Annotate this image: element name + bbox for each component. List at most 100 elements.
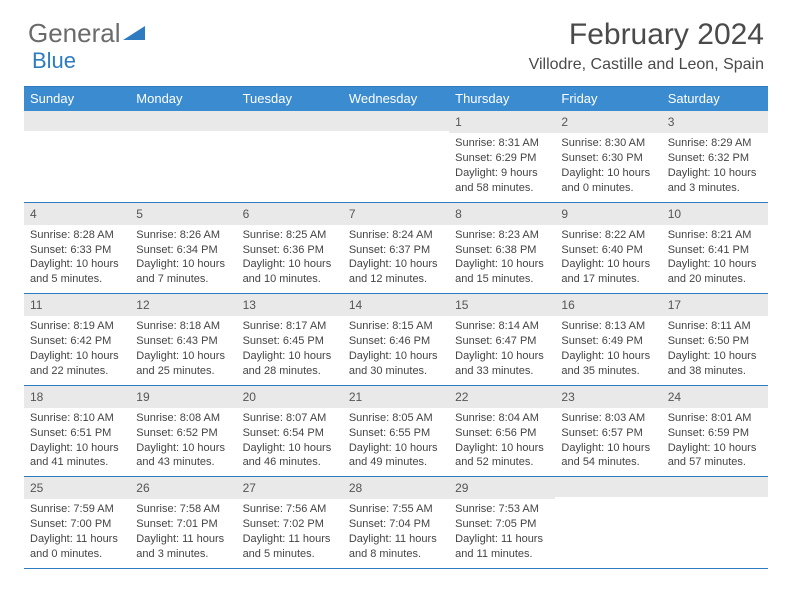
daylight-line: Daylight: 10 hours and 17 minutes. — [561, 257, 655, 287]
sunrise-line: Sunrise: 8:01 AM — [668, 411, 762, 426]
sunset-line: Sunset: 6:32 PM — [668, 151, 762, 166]
daylight-line: Daylight: 11 hours and 11 minutes. — [455, 532, 549, 562]
sunset-line: Sunset: 6:36 PM — [243, 243, 337, 258]
dow-fri: Friday — [555, 87, 661, 111]
day-body: Sunrise: 8:29 AMSunset: 6:32 PMDaylight:… — [662, 133, 768, 201]
day-cell: 10Sunrise: 8:21 AMSunset: 6:41 PMDayligh… — [662, 203, 768, 294]
day-number: 25 — [24, 477, 130, 499]
sunset-line: Sunset: 6:40 PM — [561, 243, 655, 258]
day-body: Sunrise: 8:23 AMSunset: 6:38 PMDaylight:… — [449, 225, 555, 293]
day-number: 18 — [24, 386, 130, 408]
day-cell: 7Sunrise: 8:24 AMSunset: 6:37 PMDaylight… — [343, 203, 449, 294]
day-body: Sunrise: 7:53 AMSunset: 7:05 PMDaylight:… — [449, 499, 555, 567]
daylight-line: Daylight: 10 hours and 52 minutes. — [455, 441, 549, 471]
day-number: 6 — [237, 203, 343, 225]
sunset-line: Sunset: 6:30 PM — [561, 151, 655, 166]
dow-mon: Monday — [130, 87, 236, 111]
week-row: 11Sunrise: 8:19 AMSunset: 6:42 PMDayligh… — [24, 294, 768, 386]
day-body: Sunrise: 8:17 AMSunset: 6:45 PMDaylight:… — [237, 316, 343, 384]
sunset-line: Sunset: 6:54 PM — [243, 426, 337, 441]
day-number: 4 — [24, 203, 130, 225]
day-number: 17 — [662, 294, 768, 316]
header: General February 2024 Villodre, Castille… — [0, 0, 792, 78]
daylight-line: Daylight: 11 hours and 5 minutes. — [243, 532, 337, 562]
sunset-line: Sunset: 6:59 PM — [668, 426, 762, 441]
day-body: Sunrise: 8:01 AMSunset: 6:59 PMDaylight:… — [662, 408, 768, 476]
day-body: Sunrise: 7:56 AMSunset: 7:02 PMDaylight:… — [237, 499, 343, 567]
location: Villodre, Castille and Leon, Spain — [529, 56, 764, 74]
daylight-line: Daylight: 10 hours and 57 minutes. — [668, 441, 762, 471]
sunset-line: Sunset: 7:05 PM — [455, 517, 549, 532]
day-number: 19 — [130, 386, 236, 408]
day-number: 21 — [343, 386, 449, 408]
sunset-line: Sunset: 6:34 PM — [136, 243, 230, 258]
day-body: Sunrise: 8:25 AMSunset: 6:36 PMDaylight:… — [237, 225, 343, 293]
day-cell: 5Sunrise: 8:26 AMSunset: 6:34 PMDaylight… — [130, 203, 236, 294]
daylight-line: Daylight: 10 hours and 41 minutes. — [30, 441, 124, 471]
day-number: 22 — [449, 386, 555, 408]
sunrise-line: Sunrise: 8:15 AM — [349, 319, 443, 334]
daylight-line: Daylight: 10 hours and 43 minutes. — [136, 441, 230, 471]
day-number: 5 — [130, 203, 236, 225]
dow-sun: Sunday — [24, 87, 130, 111]
sunrise-line: Sunrise: 8:10 AM — [30, 411, 124, 426]
daylight-line: Daylight: 10 hours and 35 minutes. — [561, 349, 655, 379]
day-cell: 24Sunrise: 8:01 AMSunset: 6:59 PMDayligh… — [662, 386, 768, 477]
day-number: 12 — [130, 294, 236, 316]
sunrise-line: Sunrise: 8:18 AM — [136, 319, 230, 334]
daylight-line: Daylight: 10 hours and 10 minutes. — [243, 257, 337, 287]
brand-logo: General — [28, 18, 147, 49]
day-cell: 20Sunrise: 8:07 AMSunset: 6:54 PMDayligh… — [237, 386, 343, 477]
sunset-line: Sunset: 6:52 PM — [136, 426, 230, 441]
brand-part1: General — [28, 18, 121, 49]
sunset-line: Sunset: 7:04 PM — [349, 517, 443, 532]
sunset-line: Sunset: 6:33 PM — [30, 243, 124, 258]
sunset-line: Sunset: 6:47 PM — [455, 334, 549, 349]
day-body: Sunrise: 8:11 AMSunset: 6:50 PMDaylight:… — [662, 316, 768, 384]
day-cell: 9Sunrise: 8:22 AMSunset: 6:40 PMDaylight… — [555, 203, 661, 294]
day-number: 7 — [343, 203, 449, 225]
day-number: 13 — [237, 294, 343, 316]
day-cell — [24, 111, 130, 202]
title-block: February 2024 Villodre, Castille and Leo… — [529, 18, 764, 74]
day-body: Sunrise: 8:08 AMSunset: 6:52 PMDaylight:… — [130, 408, 236, 476]
sunrise-line: Sunrise: 7:56 AM — [243, 502, 337, 517]
daylight-line: Daylight: 11 hours and 3 minutes. — [136, 532, 230, 562]
sunset-line: Sunset: 6:56 PM — [455, 426, 549, 441]
day-number: 11 — [24, 294, 130, 316]
daylight-line: Daylight: 11 hours and 0 minutes. — [30, 532, 124, 562]
daylight-line: Daylight: 10 hours and 20 minutes. — [668, 257, 762, 287]
day-number: 3 — [662, 111, 768, 133]
day-number — [343, 111, 449, 131]
day-number: 10 — [662, 203, 768, 225]
day-body: Sunrise: 8:14 AMSunset: 6:47 PMDaylight:… — [449, 316, 555, 384]
sunrise-line: Sunrise: 8:24 AM — [349, 228, 443, 243]
daylight-line: Daylight: 10 hours and 15 minutes. — [455, 257, 549, 287]
sunset-line: Sunset: 6:49 PM — [561, 334, 655, 349]
day-cell: 8Sunrise: 8:23 AMSunset: 6:38 PMDaylight… — [449, 203, 555, 294]
day-cell: 22Sunrise: 8:04 AMSunset: 6:56 PMDayligh… — [449, 386, 555, 477]
day-body: Sunrise: 8:26 AMSunset: 6:34 PMDaylight:… — [130, 225, 236, 293]
sunrise-line: Sunrise: 8:21 AM — [668, 228, 762, 243]
day-cell: 25Sunrise: 7:59 AMSunset: 7:00 PMDayligh… — [24, 477, 130, 568]
dow-thu: Thursday — [449, 87, 555, 111]
day-body: Sunrise: 7:59 AMSunset: 7:00 PMDaylight:… — [24, 499, 130, 567]
day-number — [24, 111, 130, 131]
day-number: 2 — [555, 111, 661, 133]
day-cell: 16Sunrise: 8:13 AMSunset: 6:49 PMDayligh… — [555, 294, 661, 385]
sunset-line: Sunset: 6:42 PM — [30, 334, 124, 349]
day-body: Sunrise: 7:58 AMSunset: 7:01 PMDaylight:… — [130, 499, 236, 567]
day-number — [130, 111, 236, 131]
day-number: 27 — [237, 477, 343, 499]
sunrise-line: Sunrise: 8:22 AM — [561, 228, 655, 243]
sunset-line: Sunset: 6:51 PM — [30, 426, 124, 441]
day-number: 23 — [555, 386, 661, 408]
day-body: Sunrise: 8:24 AMSunset: 6:37 PMDaylight:… — [343, 225, 449, 293]
sunset-line: Sunset: 7:00 PM — [30, 517, 124, 532]
month-title: February 2024 — [529, 18, 764, 52]
sunrise-line: Sunrise: 8:31 AM — [455, 136, 549, 151]
day-number: 16 — [555, 294, 661, 316]
day-cell: 23Sunrise: 8:03 AMSunset: 6:57 PMDayligh… — [555, 386, 661, 477]
sunrise-line: Sunrise: 8:14 AM — [455, 319, 549, 334]
day-cell: 1Sunrise: 8:31 AMSunset: 6:29 PMDaylight… — [449, 111, 555, 202]
